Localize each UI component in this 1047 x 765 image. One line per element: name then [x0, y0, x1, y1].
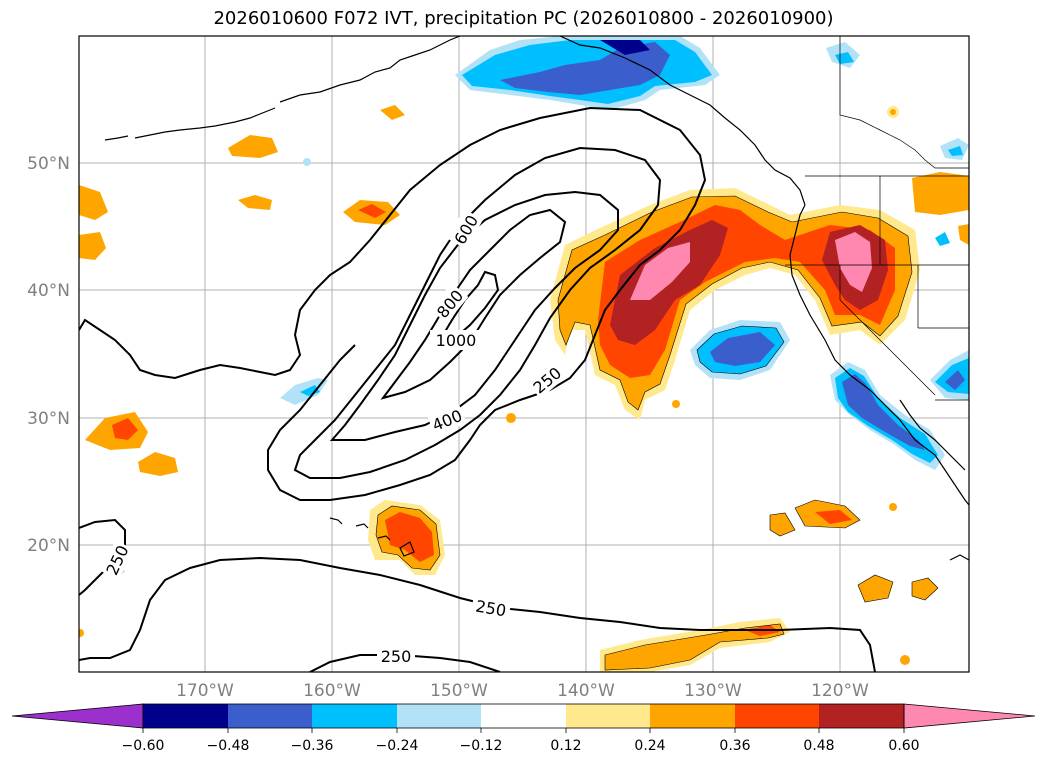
- colorbar-bin-1: [143, 704, 228, 728]
- colorbar-tick-label: 0.48: [803, 738, 834, 754]
- colorbar-tick-label: −0.12: [460, 738, 503, 754]
- colorbar-bin-8: [735, 704, 819, 728]
- colorbar-tick-label: −0.36: [291, 738, 334, 754]
- longitude-labels: 170°W 160°W 150°W 140°W 130°W 120°W: [176, 681, 869, 701]
- lon-label-120w: 120°W: [811, 681, 869, 701]
- colorbar-tick-label: 0.24: [634, 738, 665, 754]
- colorbar-bin-4: [397, 704, 481, 728]
- colorbar-tick-label: 0.12: [550, 738, 581, 754]
- colorbar-bin-6: [566, 704, 650, 728]
- colorbar-bin-7: [650, 704, 735, 728]
- lat-label-20n: 20°N: [27, 536, 70, 556]
- lon-label-130w: 130°W: [684, 681, 742, 701]
- negative-precip-areas: [110, 36, 969, 578]
- map-frame: [78, 35, 970, 673]
- colorbar-bin-9: [819, 704, 904, 728]
- colorbar-extend-high: [903, 703, 1036, 729]
- colorbar-tick-label: −0.48: [207, 738, 250, 754]
- contour-labels: 600 800 1000 400 250 250 250 250: [100, 208, 567, 666]
- colorbar-tick-label: 0.60: [888, 738, 919, 754]
- colorbar-extend-low: [11, 703, 144, 729]
- lon-label-140w: 140°W: [557, 681, 615, 701]
- lon-label-160w: 160°W: [303, 681, 361, 701]
- lon-label-170w: 170°W: [176, 681, 234, 701]
- coastlines: [104, 36, 969, 561]
- borders: [785, 36, 969, 401]
- lat-label-30n: 30°N: [27, 409, 70, 429]
- fill-outlines: [375, 195, 939, 671]
- map-area: 600 800 1000 400 250 250 250 250: [79, 36, 969, 672]
- colorbar-tick-label: −0.60: [122, 738, 165, 754]
- colorbar: −0.60 −0.48 −0.36 −0.24 −0.12 0.12 0.24 …: [11, 703, 1036, 754]
- latitude-labels: 50°N 40°N 30°N 20°N: [27, 154, 70, 556]
- colorbar-bin-5: [481, 704, 566, 728]
- contour-label-1000: 1000: [436, 331, 477, 350]
- colorbar-bin-2: [228, 704, 312, 728]
- colorbar-bin-3: [312, 704, 397, 728]
- lat-label-50n: 50°N: [27, 154, 70, 174]
- colorbar-tick-label: −0.24: [376, 738, 419, 754]
- colorbar-tick-label: 0.36: [719, 738, 750, 754]
- map-title: 2026010600 F072 IVT, precipitation PC (2…: [213, 8, 834, 29]
- lat-label-40n: 40°N: [27, 281, 70, 301]
- positive-precip-areas: [79, 105, 969, 672]
- lon-label-150w: 150°W: [430, 681, 488, 701]
- contour-label-250-sw: 250: [381, 647, 412, 666]
